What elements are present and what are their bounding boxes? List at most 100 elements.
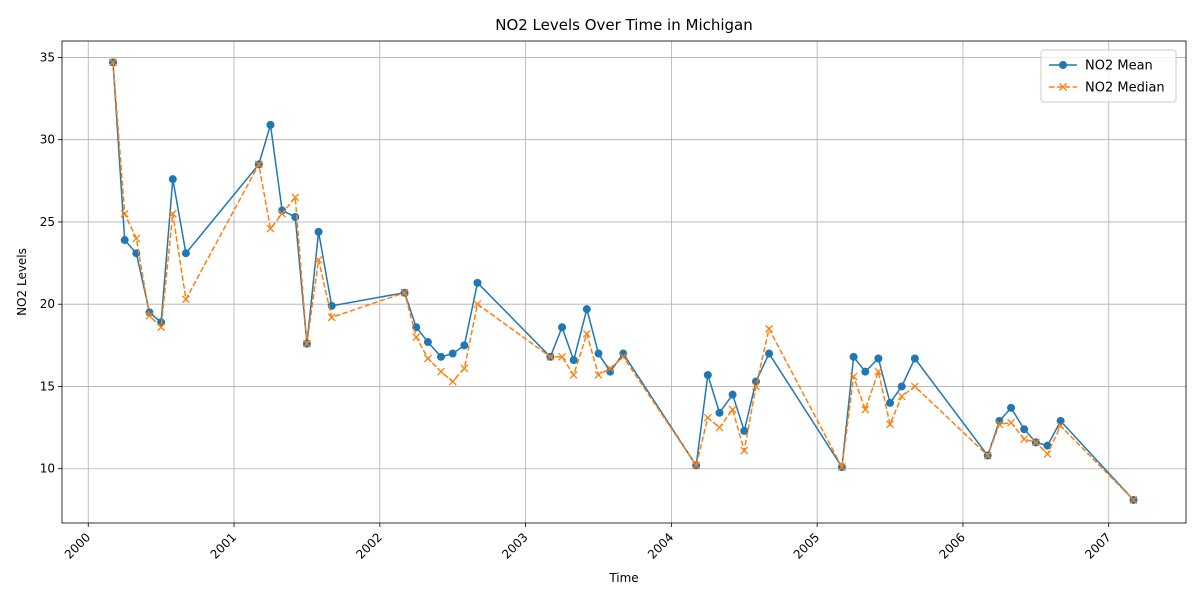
data-point [728, 405, 737, 414]
data-point [412, 333, 421, 342]
y-tick-label: 10 [40, 462, 55, 476]
y-tick-label: 35 [40, 50, 55, 64]
data-point [849, 352, 858, 361]
data-point [266, 120, 275, 129]
data-point [582, 329, 591, 338]
data-point [1007, 418, 1016, 427]
data-point [109, 58, 117, 67]
data-point [897, 382, 906, 391]
data-point [983, 451, 992, 460]
data-point [715, 423, 724, 432]
data-point [423, 338, 432, 347]
data-point [910, 354, 919, 363]
data-point [910, 382, 919, 391]
data-point [473, 278, 482, 287]
data-point [886, 420, 895, 429]
y-tick-label: 25 [40, 215, 55, 229]
data-point [995, 420, 1004, 429]
legend-swatch-marker [1059, 61, 1067, 69]
plot-frame [61, 40, 1187, 524]
data-point [120, 209, 129, 218]
data-point [1020, 425, 1029, 434]
data-point [473, 300, 482, 309]
legend-item: NO2 Median [1049, 81, 1165, 96]
data-point [302, 339, 311, 348]
data-point [886, 398, 895, 407]
legend-swatch-marker [1059, 83, 1067, 91]
data-point [278, 209, 287, 218]
y-tick-label: 15 [40, 379, 55, 393]
data-point [874, 367, 883, 376]
data-point [460, 341, 469, 350]
data-point [837, 463, 846, 472]
data-point [448, 349, 457, 358]
data-point [327, 313, 336, 322]
data-point [181, 249, 190, 258]
data-point [291, 213, 300, 222]
data-point [314, 255, 323, 264]
data-point [423, 354, 432, 363]
data-point [1020, 435, 1029, 444]
data-point [546, 352, 555, 361]
legend: NO2 Mean NO2 Median [1040, 49, 1177, 103]
legend-label: NO2 Median [1085, 81, 1165, 96]
data-point [168, 209, 177, 218]
data-point [1007, 403, 1016, 412]
data-point [1129, 496, 1138, 504]
legend-frame [1040, 49, 1177, 103]
series-layer [109, 58, 1138, 504]
data-point [291, 193, 300, 202]
data-point [849, 372, 858, 381]
data-point [874, 354, 883, 363]
data-point [715, 408, 724, 417]
data-point [266, 224, 275, 233]
data-point [619, 352, 628, 361]
data-point [132, 234, 141, 243]
data-point [1056, 417, 1065, 426]
data-point [861, 367, 870, 376]
y-axis-ticks: 10 15 20 25 30 35 [40, 50, 62, 476]
legend-item: NO2 Mean [1049, 59, 1153, 74]
data-point [558, 323, 567, 332]
data-point [157, 323, 166, 332]
data-point [594, 349, 603, 358]
data-point [606, 364, 615, 373]
y-axis-label: NO2 Levels [15, 248, 29, 316]
data-point [765, 349, 774, 358]
data-point [448, 377, 457, 386]
data-point [437, 367, 445, 376]
y-tick-label: 30 [40, 133, 55, 147]
data-point [460, 364, 469, 373]
data-point [254, 160, 263, 169]
data-point [582, 305, 591, 314]
y-tick-label: 20 [40, 297, 55, 311]
data-point [594, 370, 603, 379]
data-point [558, 352, 567, 361]
data-point [1056, 421, 1065, 430]
data-point [692, 461, 701, 470]
data-point [181, 295, 190, 304]
data-point [168, 175, 177, 184]
data-point [751, 382, 760, 391]
grid-lines [62, 41, 1186, 523]
data-point [861, 405, 870, 414]
data-point [569, 356, 578, 365]
data-point [740, 446, 749, 455]
x-axis-label: Time [608, 571, 638, 585]
data-point [740, 426, 749, 435]
data-point [145, 311, 154, 320]
data-point [314, 227, 323, 236]
data-point [569, 370, 578, 379]
data-point [703, 370, 712, 379]
data-point [703, 413, 712, 422]
series-no2-median [109, 58, 1138, 504]
data-point [1043, 449, 1052, 458]
data-point [728, 390, 737, 399]
legend-label: NO2 Mean [1085, 59, 1153, 74]
data-point [1043, 441, 1052, 450]
series-line [112, 62, 1135, 501]
data-point [897, 392, 906, 401]
data-point [1031, 438, 1040, 447]
